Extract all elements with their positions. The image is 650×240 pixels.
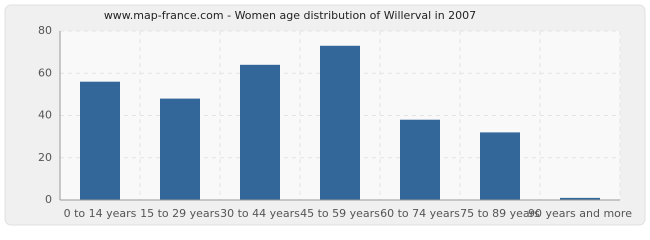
bar [160, 98, 200, 200]
x-tick-label: 0 to 14 years [64, 207, 137, 220]
x-tick-label: 45 to 59 years [300, 207, 380, 220]
x-tick-label: 30 to 44 years [220, 207, 300, 220]
bar [560, 197, 600, 200]
x-tick-label: 75 to 89 years [460, 207, 540, 220]
bar [320, 45, 360, 200]
y-tick-label: 0 [45, 193, 52, 206]
chart-title: www.map-france.com - Women age distribut… [104, 9, 476, 22]
x-tick-label: 90 years and more [528, 207, 632, 220]
x-tick-label: 15 to 29 years [140, 207, 220, 220]
bar [80, 81, 120, 200]
y-tick-label: 60 [38, 66, 52, 79]
y-tick-label: 20 [38, 151, 52, 164]
y-tick-label: 80 [38, 24, 52, 37]
chart: www.map-france.com - Women age distribut… [4, 4, 646, 226]
x-tick-label: 60 to 74 years [380, 207, 460, 220]
y-tick-label: 40 [38, 109, 52, 122]
bar [480, 132, 520, 200]
bar [400, 119, 440, 200]
bar [240, 64, 280, 200]
